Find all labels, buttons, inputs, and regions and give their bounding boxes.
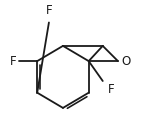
Text: F: F [10, 55, 16, 68]
Text: F: F [107, 83, 114, 96]
Text: F: F [46, 4, 52, 17]
Text: O: O [122, 55, 131, 68]
